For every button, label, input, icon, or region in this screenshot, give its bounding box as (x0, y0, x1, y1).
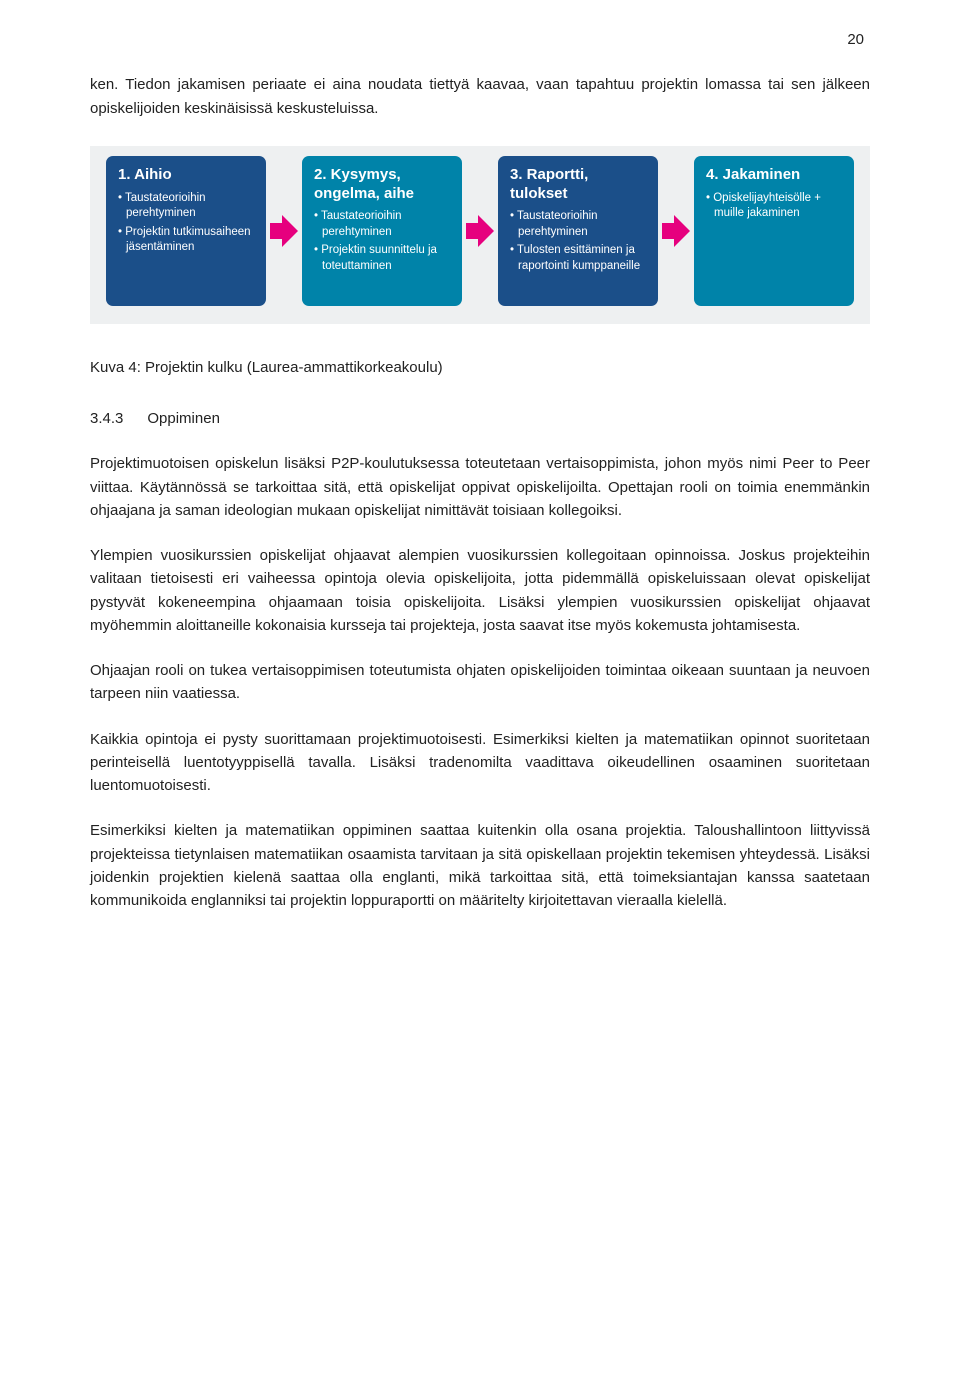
flow-box-4: 4. Jakaminen Opiskelijayhteisölle + muill… (694, 156, 854, 306)
flow-box-1: 1. Aihio Taustateorioihin perehtyminenPro… (106, 156, 266, 306)
flow-box-list: Opiskelijayhteisölle + muille jakaminen (706, 191, 842, 222)
arrow-icon (270, 215, 298, 247)
arrow-icon (662, 215, 690, 247)
paragraph-1: Projektimuotoisen opiskelun lisäksi P2P-… (90, 452, 870, 522)
flow-box-item: Taustateorioihin perehtyminen (118, 191, 254, 222)
section-number: 3.4.3 (90, 407, 123, 430)
figure-caption: Kuva 4: Projektin kulku (Laurea-ammattik… (90, 356, 870, 379)
flow-box-3: 3. Raportti, tulokset Taustateorioihin pe… (498, 156, 658, 306)
flow-box-list: Taustateorioihin perehtyminenTulosten es… (510, 209, 646, 274)
flow-box-2: 2. Kysymys, ongelma, aihe Taustateorioihi… (302, 156, 462, 306)
page-number: 20 (90, 28, 870, 51)
paragraph-5: Esimerkiksi kielten ja matematiikan oppi… (90, 819, 870, 912)
flow-box-list: Taustateorioihin perehtyminenProjektin s… (314, 209, 450, 274)
flow-box-item: Opiskelijayhteisölle + muille jakaminen (706, 191, 842, 222)
flow-box-item: Taustateorioihin perehtyminen (314, 209, 450, 240)
flow-box-item: Tulosten esittäminen ja raportointi kump… (510, 243, 646, 274)
section-heading: 3.4.3 Oppiminen (90, 407, 870, 430)
arrow-icon (466, 215, 494, 247)
paragraph-3: Ohjaajan rooli on tukea vertaisoppimisen… (90, 659, 870, 706)
flow-box-item: Taustateorioihin perehtyminen (510, 209, 646, 240)
intro-paragraph: ken. Tiedon jakamisen periaate ei aina n… (90, 73, 870, 120)
paragraph-4: Kaikkia opintoja ei pysty suorittamaan p… (90, 728, 870, 798)
flow-box-title: 2. Kysymys, ongelma, aihe (314, 166, 450, 204)
flow-box-list: Taustateorioihin perehtyminenProjektin t… (118, 191, 254, 256)
flow-box-title: 4. Jakaminen (706, 166, 842, 185)
flow-box-title: 3. Raportti, tulokset (510, 166, 646, 204)
flow-box-item: Projektin suunnittelu ja toteuttaminen (314, 243, 450, 274)
flow-box-title: 1. Aihio (118, 166, 254, 185)
flow-diagram: 1. AihioTaustateorioihin perehtyminenPro… (90, 146, 870, 324)
paragraph-2: Ylempien vuosikurssien opiskelijat ohjaa… (90, 544, 870, 637)
flow-box-item: Projektin tutkimusaiheen jäsentäminen (118, 225, 254, 256)
section-title: Oppiminen (147, 407, 220, 430)
